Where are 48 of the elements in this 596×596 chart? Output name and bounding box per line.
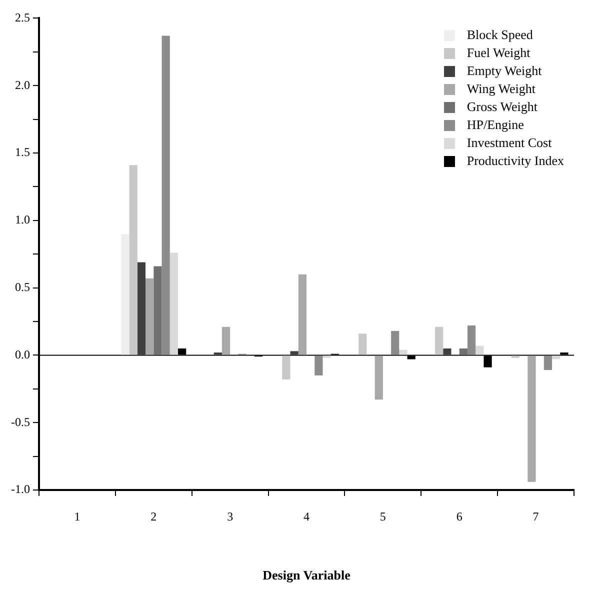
bar xyxy=(121,234,130,355)
y-tick-label: 0.5 xyxy=(14,280,30,294)
x-tick-label: 6 xyxy=(456,509,462,524)
bar xyxy=(298,274,306,355)
bar xyxy=(154,266,162,355)
bar xyxy=(544,356,552,370)
legend-label: Fuel Weight xyxy=(466,44,530,62)
bar xyxy=(391,330,400,355)
y-tick-label: -0.5 xyxy=(10,414,30,429)
y-tick-label: 2.5 xyxy=(14,10,30,24)
bar xyxy=(399,350,408,355)
bar xyxy=(290,351,298,355)
bar xyxy=(443,348,452,355)
bar xyxy=(129,165,138,355)
bar xyxy=(459,348,468,355)
legend-label: HP/Engine xyxy=(466,116,524,134)
x-tick-label: 2 xyxy=(150,509,157,524)
legend-label: Investment Cost xyxy=(466,134,552,152)
y-tick-label: 1.5 xyxy=(14,145,30,160)
bar xyxy=(222,326,230,355)
legend-label: Productivity Index xyxy=(466,152,564,170)
bar xyxy=(282,356,290,380)
bar xyxy=(137,262,146,355)
legend-label: Wing Weight xyxy=(466,80,536,98)
x-tick-label: 7 xyxy=(532,509,539,524)
x-tick-label: 4 xyxy=(304,509,310,524)
y-tick-label: -1.0 xyxy=(10,482,30,496)
x-axis-title: Design Variable xyxy=(262,568,351,583)
legend-label: Empty Weight xyxy=(466,62,542,80)
y-tick-label: 1.0 xyxy=(14,212,30,227)
bar xyxy=(467,326,476,355)
legend-label: Block Speed xyxy=(466,26,533,44)
bar xyxy=(146,278,154,355)
bar xyxy=(528,356,536,482)
bar xyxy=(162,36,170,355)
bar xyxy=(358,334,367,355)
bar xyxy=(552,356,560,360)
x-tick-label: 1 xyxy=(74,509,80,524)
bar xyxy=(476,346,484,355)
bar xyxy=(170,252,178,355)
legend-label: Gross Weight xyxy=(466,98,538,116)
bar xyxy=(374,356,383,400)
bar xyxy=(314,356,323,376)
x-tick-label: 5 xyxy=(380,509,386,524)
y-tick-label: 2.0 xyxy=(14,78,30,92)
bar xyxy=(434,326,444,355)
y-tick-label: 0.0 xyxy=(14,347,30,362)
x-tick-label: 3 xyxy=(227,509,234,524)
